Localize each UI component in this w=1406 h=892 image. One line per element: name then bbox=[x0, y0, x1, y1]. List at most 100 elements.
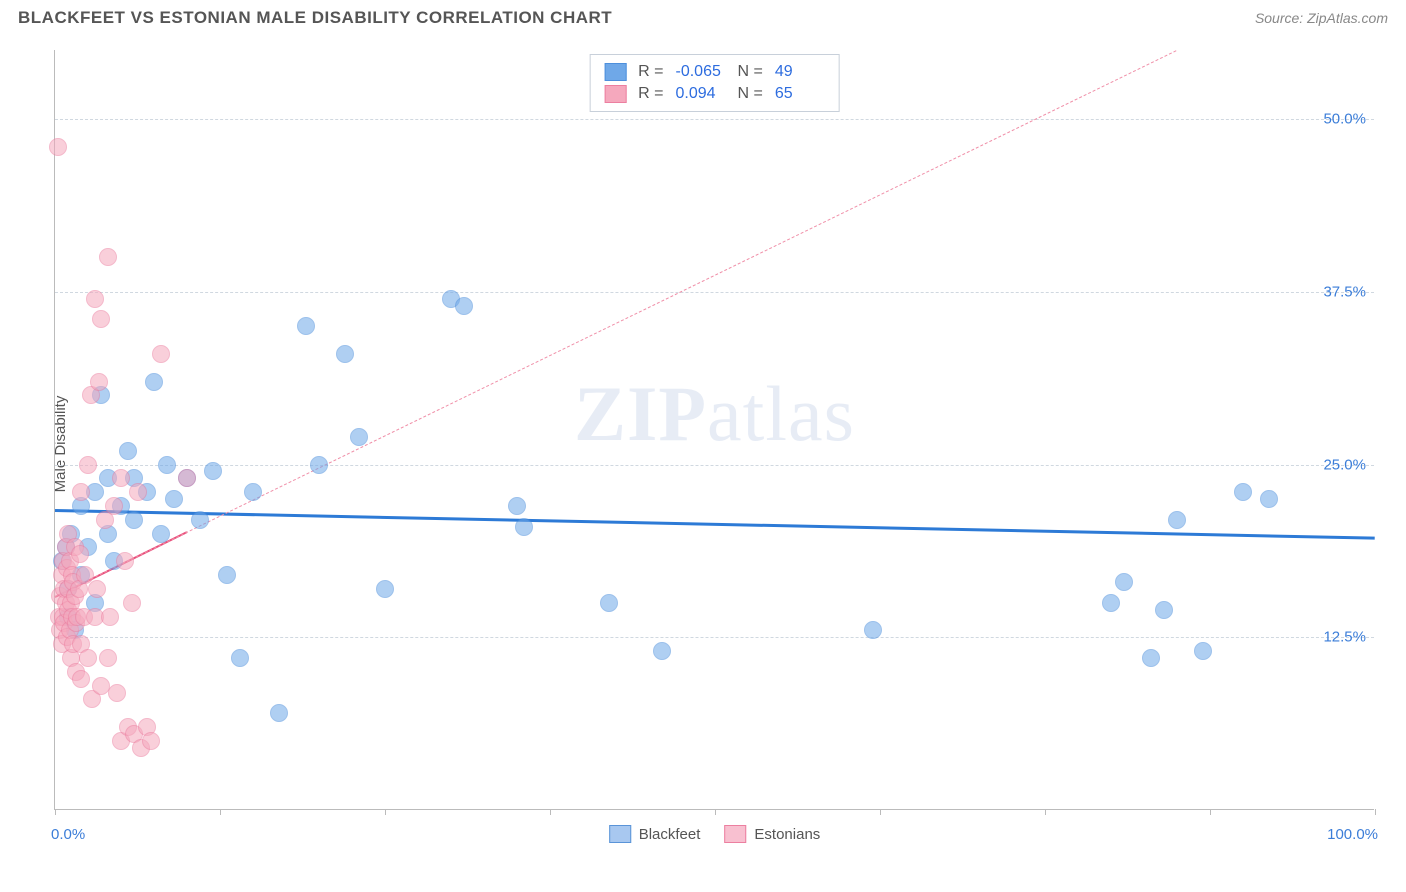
data-point bbox=[1234, 483, 1252, 501]
data-point bbox=[1260, 490, 1278, 508]
x-tick bbox=[1210, 809, 1211, 815]
data-point bbox=[270, 704, 288, 722]
data-point bbox=[152, 345, 170, 363]
gridline bbox=[55, 292, 1374, 293]
gridline bbox=[55, 637, 1374, 638]
x-tick bbox=[550, 809, 551, 815]
data-point bbox=[336, 345, 354, 363]
legend-swatch bbox=[604, 85, 626, 103]
data-point bbox=[158, 456, 176, 474]
legend-series: Blackfeet Estonians bbox=[609, 825, 821, 843]
legend-stat-row: R = 0.094 N = 65 bbox=[604, 83, 825, 105]
data-point bbox=[145, 373, 163, 391]
legend-r-value: -0.065 bbox=[676, 63, 726, 81]
data-point bbox=[71, 545, 89, 563]
legend-swatch bbox=[724, 825, 746, 843]
data-point bbox=[88, 580, 106, 598]
data-point bbox=[105, 497, 123, 515]
watermark-zip: ZIP bbox=[574, 370, 707, 457]
data-point bbox=[99, 248, 117, 266]
data-point bbox=[455, 297, 473, 315]
data-point bbox=[112, 469, 130, 487]
data-point bbox=[218, 566, 236, 584]
legend-n-value: 65 bbox=[775, 85, 825, 103]
x-tick bbox=[220, 809, 221, 815]
source-attribution: Source: ZipAtlas.com bbox=[1255, 10, 1388, 26]
y-tick-label: 25.0% bbox=[1323, 456, 1366, 473]
data-point bbox=[79, 649, 97, 667]
data-point bbox=[1142, 649, 1160, 667]
x-tick bbox=[715, 809, 716, 815]
data-point bbox=[79, 456, 97, 474]
data-point bbox=[152, 525, 170, 543]
data-point bbox=[108, 684, 126, 702]
legend-stats: R = -0.065 N = 49 R = 0.094 N = 65 bbox=[589, 54, 840, 112]
x-tick bbox=[55, 809, 56, 815]
legend-swatch bbox=[609, 825, 631, 843]
watermark: ZIPatlas bbox=[574, 369, 855, 459]
data-point bbox=[653, 642, 671, 660]
chart-container: Male Disability ZIPatlas R =-0.065N =49R… bbox=[18, 40, 1388, 848]
data-point bbox=[231, 649, 249, 667]
data-point bbox=[297, 317, 315, 335]
y-tick-label: 37.5% bbox=[1323, 283, 1366, 300]
data-point bbox=[86, 290, 104, 308]
x-tick bbox=[1375, 809, 1376, 815]
gridline bbox=[55, 119, 1374, 120]
data-point bbox=[310, 456, 328, 474]
data-point bbox=[165, 490, 183, 508]
data-point bbox=[49, 138, 67, 156]
data-point bbox=[1102, 594, 1120, 612]
legend-n-label: N = bbox=[738, 63, 763, 81]
data-point bbox=[125, 511, 143, 529]
y-tick-label: 50.0% bbox=[1323, 111, 1366, 128]
y-tick-label: 12.5% bbox=[1323, 629, 1366, 646]
x-tick bbox=[1045, 809, 1046, 815]
x-tick bbox=[385, 809, 386, 815]
legend-r-value: 0.094 bbox=[676, 85, 726, 103]
legend-stat-row: R = -0.065 N = 49 bbox=[604, 61, 825, 83]
data-point bbox=[350, 428, 368, 446]
data-point bbox=[600, 594, 618, 612]
data-point bbox=[376, 580, 394, 598]
legend-series-item: Estonians bbox=[724, 825, 820, 843]
data-point bbox=[1155, 601, 1173, 619]
chart-title: BLACKFEET VS ESTONIAN MALE DISABILITY CO… bbox=[18, 8, 612, 28]
legend-n-label: N = bbox=[738, 85, 763, 103]
data-point bbox=[101, 608, 119, 626]
trend-line bbox=[55, 50, 1177, 597]
data-point bbox=[99, 649, 117, 667]
gridline bbox=[55, 465, 1374, 466]
plot-area: ZIPatlas R =-0.065N =49R =0.094N =65 Bla… bbox=[54, 50, 1374, 810]
data-point bbox=[123, 594, 141, 612]
data-point bbox=[119, 442, 137, 460]
data-point bbox=[72, 483, 90, 501]
data-point bbox=[142, 732, 160, 750]
watermark-atlas: atlas bbox=[707, 370, 855, 457]
data-point bbox=[116, 552, 134, 570]
data-point bbox=[129, 483, 147, 501]
x-axis-min-label: 0.0% bbox=[51, 826, 85, 843]
data-point bbox=[864, 621, 882, 639]
data-point bbox=[90, 373, 108, 391]
data-point bbox=[72, 670, 90, 688]
x-tick bbox=[880, 809, 881, 815]
legend-swatch bbox=[604, 63, 626, 81]
legend-r-label: R = bbox=[638, 85, 663, 103]
legend-n-value: 49 bbox=[775, 63, 825, 81]
legend-series-label: Blackfeet bbox=[639, 826, 701, 843]
data-point bbox=[515, 518, 533, 536]
data-point bbox=[204, 462, 222, 480]
legend-series-label: Estonians bbox=[754, 826, 820, 843]
data-point bbox=[1115, 573, 1133, 591]
legend-r-label: R = bbox=[638, 63, 663, 81]
data-point bbox=[1194, 642, 1212, 660]
data-point bbox=[1168, 511, 1186, 529]
data-point bbox=[191, 511, 209, 529]
data-point bbox=[508, 497, 526, 515]
data-point bbox=[92, 310, 110, 328]
legend-series-item: Blackfeet bbox=[609, 825, 701, 843]
x-axis-max-label: 100.0% bbox=[1327, 826, 1378, 843]
data-point bbox=[244, 483, 262, 501]
data-point bbox=[178, 469, 196, 487]
